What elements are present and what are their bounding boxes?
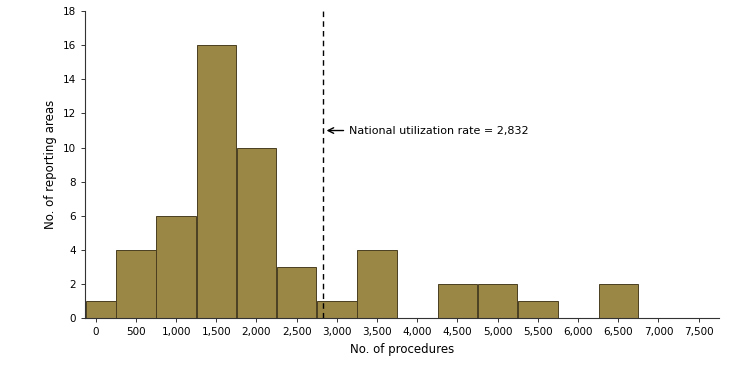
Bar (116, 250, 156, 318)
Bar (196, 45, 236, 318)
Bar (156, 216, 196, 318)
X-axis label: No. of procedures: No. of procedures (350, 343, 454, 356)
Bar (277, 267, 316, 318)
Bar (438, 284, 477, 318)
Bar (86, 301, 125, 318)
Bar (599, 284, 638, 318)
Y-axis label: No. of reporting areas: No. of reporting areas (44, 100, 57, 229)
Bar (317, 301, 356, 318)
Bar (518, 301, 557, 318)
Bar (357, 250, 396, 318)
Bar (478, 284, 517, 318)
Text: National utilization rate = 2,832: National utilization rate = 2,832 (328, 125, 529, 135)
Bar (237, 148, 276, 318)
